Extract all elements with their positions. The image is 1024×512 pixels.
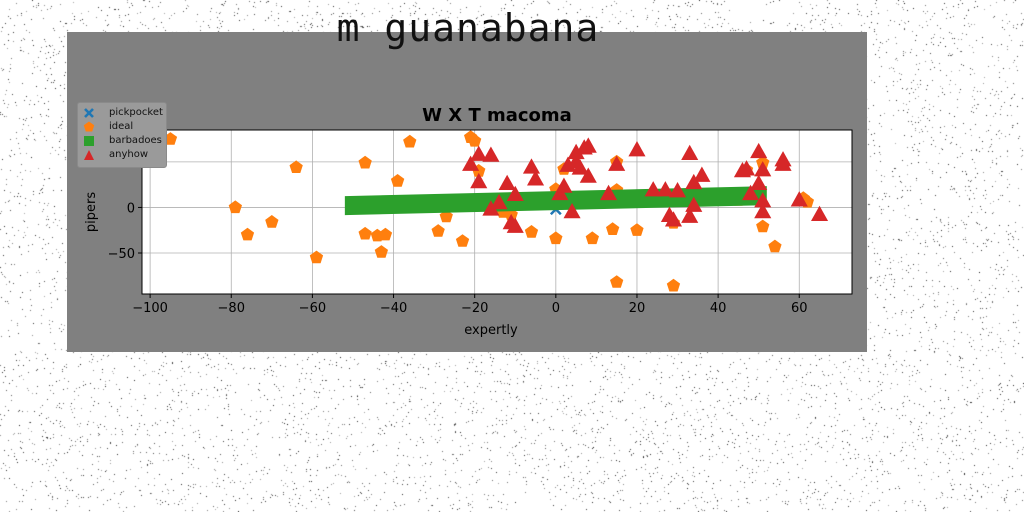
point-ideal — [374, 245, 388, 258]
point-ideal — [289, 160, 303, 173]
point-ideal — [358, 155, 372, 169]
point-ideal — [630, 223, 644, 236]
point-anyhow — [685, 196, 703, 212]
legend-label-barbadoes: barbadoes — [109, 135, 162, 146]
point-ideal — [666, 278, 681, 292]
point-anyhow — [608, 155, 626, 171]
x-tick-label: −60 — [299, 301, 326, 316]
chart-title: W X T macoma — [422, 105, 572, 126]
point-ideal — [265, 215, 279, 228]
point-anyhow — [555, 177, 573, 193]
point-anyhow — [579, 167, 597, 183]
point-anyhow — [600, 184, 618, 201]
legend-marker-x-icon — [84, 108, 94, 118]
point-anyhow — [693, 166, 711, 182]
point-anyhow — [506, 185, 524, 201]
point-anyhow — [790, 191, 808, 207]
point-ideal — [431, 224, 445, 237]
point-anyhow — [742, 184, 760, 201]
point-anyhow — [526, 170, 545, 186]
chart-legend: pickpocket ideal barbadoes anyhow — [77, 102, 167, 168]
point-ideal — [378, 227, 393, 241]
point-anyhow — [754, 192, 772, 208]
point-anyhow — [668, 182, 687, 198]
point-anyhow — [482, 146, 500, 162]
x-tick-label: −20 — [461, 301, 488, 316]
point-ideal — [455, 234, 470, 247]
point-anyhow — [644, 181, 662, 197]
point-ideal — [610, 275, 624, 288]
legend-label-ideal: ideal — [109, 121, 134, 132]
x-tick-label: 40 — [710, 301, 727, 316]
point-ideal — [468, 133, 482, 147]
point-anyhow — [571, 159, 589, 175]
point-ideal — [358, 226, 372, 240]
point-anyhow — [810, 205, 829, 222]
point-ideal — [390, 174, 405, 187]
point-ideal — [228, 200, 242, 214]
legend-marker-square-icon — [84, 136, 94, 146]
point-anyhow — [522, 158, 541, 174]
x-tick-label: −40 — [380, 301, 407, 316]
legend-label-anyhow: anyhow — [109, 149, 149, 160]
point-anyhow — [498, 174, 516, 191]
point-anyhow — [681, 207, 699, 223]
point-anyhow — [750, 142, 768, 159]
point-anyhow — [490, 193, 508, 210]
point-ideal — [549, 231, 563, 245]
point-anyhow — [470, 172, 488, 189]
point-anyhow — [754, 161, 772, 177]
point-anyhow — [656, 181, 674, 197]
point-anyhow — [563, 203, 581, 219]
point-ideal — [240, 227, 255, 241]
point-ideal — [606, 222, 620, 235]
x-tick-label: 60 — [791, 301, 808, 316]
point-ideal — [403, 134, 417, 148]
legend-marker-triangle-icon — [84, 150, 94, 160]
point-anyhow — [579, 137, 597, 153]
point-anyhow — [482, 200, 500, 216]
point-ideal — [768, 239, 782, 253]
x-tick-label: −80 — [218, 301, 245, 316]
x-tick-label: 20 — [629, 301, 646, 316]
point-anyhow — [681, 144, 699, 160]
point-anyhow — [462, 155, 480, 171]
point-ideal — [524, 225, 539, 238]
legend-marker-pentagon-icon — [83, 121, 95, 132]
x-axis-label: expertly — [464, 323, 518, 338]
point-anyhow — [774, 155, 792, 171]
point-anyhow — [664, 211, 683, 227]
point-ideal — [756, 219, 770, 233]
point-anyhow — [506, 217, 524, 233]
x-tick-label: −100 — [132, 301, 168, 316]
y-axis-label: pipers — [84, 192, 99, 232]
point-anyhow — [470, 145, 488, 161]
y-tick-label: 0 — [127, 201, 135, 216]
point-ideal — [309, 250, 324, 264]
y-tick-label: −50 — [108, 247, 135, 262]
legend-label-pickpocket: pickpocket — [109, 107, 163, 118]
point-anyhow — [567, 143, 585, 160]
point-ideal — [163, 132, 178, 145]
point-anyhow — [737, 160, 756, 176]
point-anyhow — [754, 203, 772, 219]
axes-frame — [141, 129, 853, 295]
x-tick-label: 0 — [552, 301, 560, 316]
point-anyhow — [750, 174, 768, 191]
point-ideal — [585, 231, 599, 245]
figure-suptitle: m guanabana — [336, 6, 600, 50]
point-anyhow — [628, 141, 646, 157]
